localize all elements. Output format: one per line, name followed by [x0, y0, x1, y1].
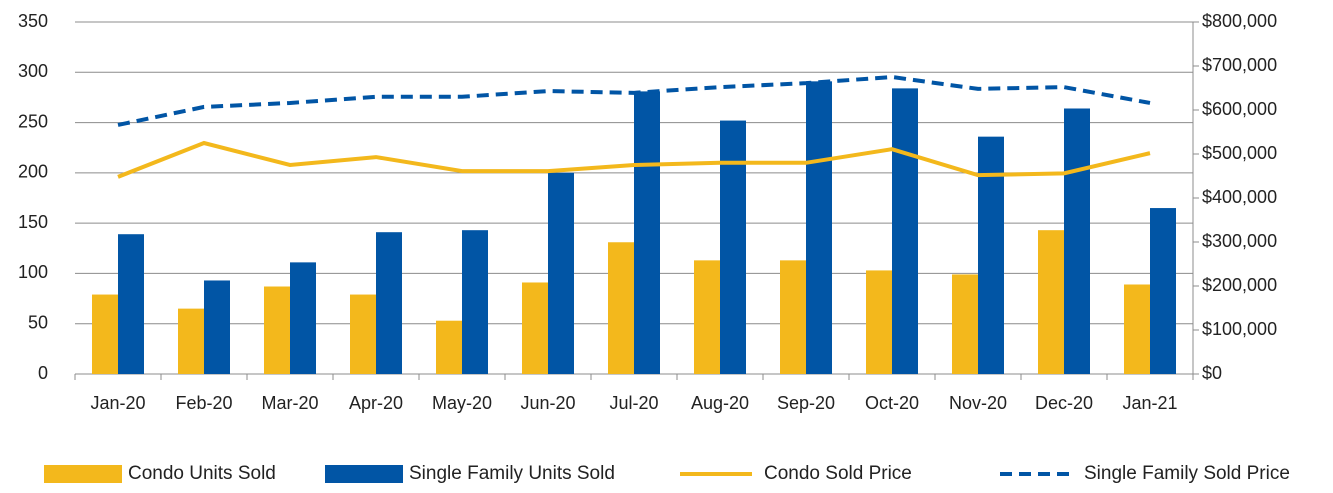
y-tick-label: 100	[18, 262, 48, 282]
x-tick-label: Jan-20	[90, 393, 145, 413]
bar	[892, 88, 918, 375]
legend-swatch	[44, 465, 122, 483]
y-tick-label: 250	[18, 111, 48, 131]
bar	[264, 286, 290, 374]
y2-tick-label: $600,000	[1202, 99, 1277, 119]
legend-label: Condo Units Sold	[128, 463, 276, 484]
y-tick-label: 0	[38, 363, 48, 383]
bar	[204, 280, 230, 374]
bar	[548, 172, 574, 374]
y-tick-label: 50	[28, 312, 48, 332]
bar	[866, 270, 892, 374]
x-tick-label: Jul-20	[609, 393, 658, 413]
bar	[694, 260, 720, 374]
y-tick-label: 200	[18, 162, 48, 182]
x-tick-label: Oct-20	[865, 393, 919, 413]
bar	[92, 294, 118, 374]
y-tick-label: 350	[18, 11, 48, 31]
bar	[178, 308, 204, 374]
bar	[634, 91, 660, 374]
bar	[462, 230, 488, 374]
bar	[806, 81, 832, 374]
bar	[1150, 208, 1176, 374]
x-tick-label: Jun-20	[520, 393, 575, 413]
bar	[1124, 284, 1150, 374]
bar	[720, 120, 746, 374]
y2-tick-label: $500,000	[1202, 143, 1277, 163]
x-tick-label: May-20	[432, 393, 492, 413]
y2-tick-label: $400,000	[1202, 187, 1277, 207]
bar	[350, 294, 376, 374]
line	[117, 74, 1151, 127]
x-tick-label: Mar-20	[261, 393, 318, 413]
bar	[978, 136, 1004, 374]
line	[117, 140, 1151, 179]
bar	[608, 242, 634, 374]
legend-label: Condo Sold Price	[764, 463, 912, 484]
bar	[1038, 230, 1064, 374]
y-tick-label: 150	[18, 212, 48, 232]
legend-label: Single Family Units Sold	[409, 463, 615, 484]
legend-label: Single Family Sold Price	[1084, 463, 1290, 484]
x-tick-label: Sep-20	[777, 393, 835, 413]
x-tick-label: Apr-20	[349, 393, 403, 413]
legend-swatch	[325, 465, 403, 483]
x-tick-label: Jan-21	[1122, 393, 1177, 413]
bar	[118, 234, 144, 374]
y2-tick-label: $300,000	[1202, 231, 1277, 251]
x-tick-label: Aug-20	[691, 393, 749, 413]
y2-tick-label: $200,000	[1202, 275, 1277, 295]
x-tick-label: Nov-20	[949, 393, 1007, 413]
y-tick-label: 300	[18, 61, 48, 81]
bar	[522, 282, 548, 374]
bar	[376, 232, 402, 374]
y2-tick-label: $100,000	[1202, 319, 1277, 339]
bar	[952, 274, 978, 374]
x-tick-label: Dec-20	[1035, 393, 1093, 413]
bar	[290, 262, 316, 374]
bar	[436, 320, 462, 374]
x-tick-label: Feb-20	[175, 393, 232, 413]
bar	[1064, 108, 1090, 375]
y2-tick-label: $800,000	[1202, 11, 1277, 31]
y2-tick-label: $0	[1202, 363, 1222, 383]
bar	[780, 260, 806, 374]
y2-tick-label: $700,000	[1202, 55, 1277, 75]
